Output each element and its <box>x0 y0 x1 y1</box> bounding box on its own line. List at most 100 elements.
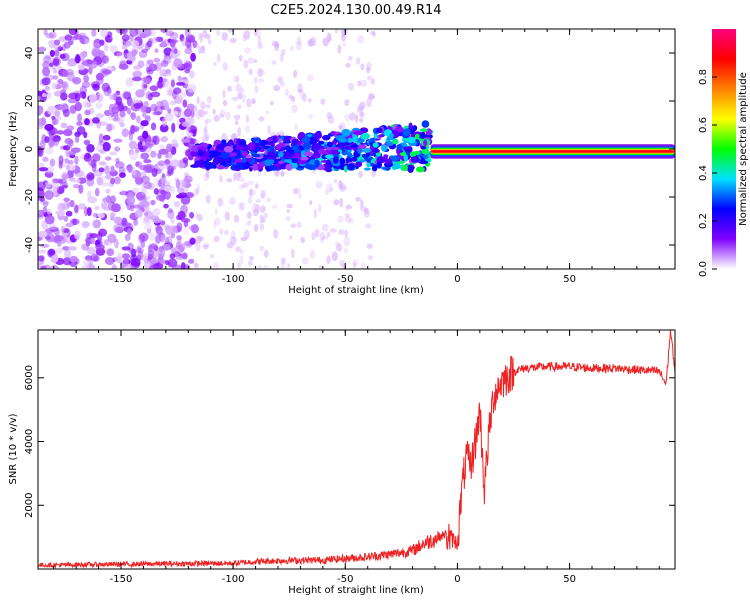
spectrogram-cell <box>343 236 351 247</box>
spectrogram-cell <box>116 252 122 261</box>
spectrogram-cell <box>92 153 101 162</box>
spectrogram-cell <box>331 139 337 146</box>
spectrogram-cell <box>166 86 174 94</box>
spectrogram-cell <box>360 79 368 88</box>
spectrogram-cell <box>195 241 201 252</box>
spectrogram-cell <box>213 217 221 226</box>
spectrogram-cell <box>189 237 196 245</box>
spectrogram-cell <box>38 167 49 172</box>
spectrogram-cell <box>98 228 108 237</box>
spectrogram-cell <box>147 249 155 259</box>
spectrogram-cell <box>233 214 240 223</box>
spectrogram-cell <box>131 76 142 82</box>
spectrogram-cell <box>227 85 232 92</box>
spectrogram-cell <box>271 40 279 47</box>
spectrogram-cell <box>302 142 312 150</box>
spectrogram-cell <box>114 176 121 185</box>
spectrogram-cell <box>304 151 314 157</box>
spectrogram-cell <box>57 202 66 212</box>
spectrogram-cell <box>168 208 173 214</box>
spectrogram-cell <box>156 79 165 89</box>
spectrogram-cell <box>76 121 83 126</box>
spectrogram-cell <box>205 169 210 179</box>
spectrogram-cell <box>101 197 111 203</box>
spectrogram-cell <box>128 140 138 150</box>
spectrogram-cell <box>84 109 91 116</box>
spectrogram-cell <box>236 104 242 110</box>
spectrogram-cell <box>257 69 265 76</box>
spectrogram-cell <box>420 131 426 139</box>
spectrogram-cell <box>86 246 96 255</box>
spectrogram-cell <box>121 253 131 260</box>
spectrogram-cell <box>259 223 265 231</box>
spectrogram-cell <box>189 105 198 112</box>
spectrogram-cell <box>237 127 242 137</box>
spectrogram-cell <box>38 46 47 53</box>
spectrogram-cell <box>98 133 104 143</box>
spectrogram-cell <box>336 243 343 252</box>
spectrogram-cell <box>145 77 151 85</box>
spectrogram-cell <box>402 164 408 172</box>
spectrogram-cell <box>247 57 255 64</box>
spectrogram-cell <box>145 141 151 148</box>
spectrogram-cell <box>297 88 303 93</box>
spectrogram-cell <box>235 158 243 163</box>
spectrogram-cell <box>74 135 80 144</box>
spectrogram-cell <box>420 158 426 164</box>
spectrogram-cell <box>219 109 226 117</box>
spectrogram-cell <box>345 62 351 68</box>
spectrogram-cell <box>68 139 74 147</box>
spectrogram-cell <box>145 163 155 173</box>
spectrogram-cell <box>331 146 341 151</box>
spectrogram-cell <box>260 206 266 213</box>
x-tick-label: 50 <box>563 274 576 285</box>
spectrogram-cell <box>49 158 56 167</box>
spectrogram-cell <box>86 59 94 65</box>
spectrogram-cell <box>142 130 149 140</box>
spectrogram-cell <box>239 249 244 255</box>
x-tick-label: 0 <box>454 274 460 285</box>
colorbar-ticks: 0.0 0.2 0.4 0.6 0.8 <box>698 69 717 277</box>
spectrogram-cell <box>321 134 331 141</box>
spectrogram-cell <box>363 167 371 171</box>
spectrogram-cell <box>251 154 261 158</box>
spectrogram-cell <box>74 170 85 178</box>
spectrogram-cell <box>140 120 149 127</box>
spectrogram-cell <box>390 155 400 162</box>
spectrogram-cell <box>95 92 104 103</box>
spectrogram-cell <box>297 193 302 200</box>
spectrogram-cell <box>62 108 70 118</box>
y-tick-label: 0 <box>24 146 35 152</box>
spectrogram-cell <box>143 101 149 108</box>
spectrogram-cell <box>372 30 376 37</box>
spectrogram-cell <box>66 202 71 208</box>
spectrogram-cell <box>170 166 177 171</box>
spectrogram-cell <box>48 226 59 232</box>
spectrogram-cell <box>338 124 344 130</box>
spectrogram-cell <box>54 110 61 118</box>
spectrogram-cell <box>95 72 104 81</box>
spectrogram-cell <box>151 37 159 44</box>
spectrogram-cell <box>204 118 212 124</box>
spectrogram-cell <box>201 45 205 50</box>
spectrogram-cell <box>413 150 421 155</box>
spectrogram-cell <box>72 218 77 226</box>
spectrogram-cell <box>233 171 237 182</box>
spectrogram-cell <box>269 165 278 171</box>
spectrogram-cell <box>84 118 90 126</box>
spectrogram-cell <box>117 116 124 126</box>
spectrogram-cell <box>196 183 200 193</box>
spectrogram-cell <box>86 178 95 187</box>
spectrogram-cell <box>54 63 60 74</box>
spectrogram-cell <box>158 148 169 155</box>
spectrogram-cell <box>421 148 430 155</box>
spectrogram-cell <box>430 150 675 153</box>
spectrogram-cell <box>247 196 253 204</box>
spectrogram-cell <box>48 249 56 256</box>
spectrogram-cell <box>46 105 57 115</box>
spectrogram-cell <box>245 155 252 159</box>
spectrogram-cell <box>99 39 105 46</box>
spectrogram-cell <box>69 150 77 155</box>
spectrogram-cell <box>130 124 136 135</box>
spectrogram-cell <box>392 162 401 170</box>
